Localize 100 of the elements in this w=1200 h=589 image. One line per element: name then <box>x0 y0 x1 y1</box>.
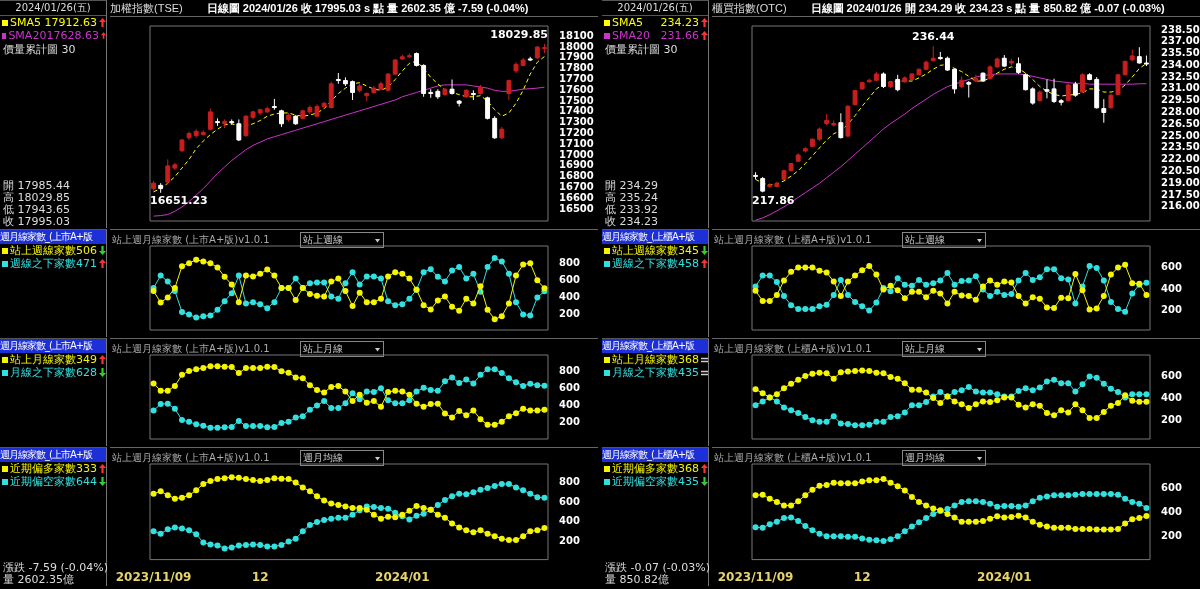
y-tick-label: 17700 <box>559 73 594 85</box>
x-tick-label: 2023/11/09 <box>115 569 192 584</box>
y-tick-label: 17600 <box>559 83 594 95</box>
legend-title: 週月線家數_(上櫃A+版 <box>602 230 708 244</box>
text: 漲跌 -0.07 (-0.03%) <box>604 561 710 574</box>
y-tick-label: 16800 <box>559 170 594 182</box>
annotation: 16651.23 <box>150 194 208 208</box>
text: 價量累計圖 30 <box>2 42 77 57</box>
text: 349 <box>76 353 97 366</box>
x-tick-label: 2024/01 <box>977 569 1032 584</box>
chart-subtitle: 日線圖 2024/01/26 開 234.29 收 234.23 s 點 量 850.82 億 -0.07 (-0.03%) <box>810 2 1165 14</box>
legend-title: 週月線家數_(上市A+版 <box>0 339 106 353</box>
chart-subtitle: 週月均線 <box>302 451 344 465</box>
text: 開 234.29 <box>604 179 659 192</box>
y-tick-label: 16600 <box>559 191 594 203</box>
y-tick-label: 200 <box>559 534 580 546</box>
text: 收 17995.03 <box>2 215 71 228</box>
y-tick-label: 400 <box>1161 282 1182 294</box>
text: 17628.63 <box>46 29 99 42</box>
y-tick-label: 16900 <box>559 159 594 171</box>
text: 漲跌 -7.59 (-0.04%) <box>2 561 108 574</box>
legend-label: 近期偏空家數 <box>10 475 76 488</box>
text: 價量累計圖 30 <box>604 42 679 57</box>
text: 高 18029.85 <box>2 191 71 204</box>
legend-title: 週月線家數_(上市A+版 <box>0 230 106 244</box>
legend-title: 週月線家數_(上櫃A+版 <box>602 339 708 353</box>
y-tick-label: 16700 <box>559 181 594 193</box>
y-tick-label: 219.00 <box>1161 176 1200 188</box>
y-tick-label: 200 <box>559 308 580 320</box>
legend-label: SMA5 <box>612 16 644 29</box>
y-tick-label: 237.00 <box>1161 35 1200 47</box>
chart-title: 站上週月線家數 (上櫃A+版)v1.0.1 <box>714 342 872 356</box>
chart-title: 加權指數(TSE) <box>110 2 183 14</box>
y-tick-label: 216.00 <box>1161 200 1200 212</box>
annotation: 18029.85 <box>490 28 549 42</box>
text: 17912.63 <box>44 16 97 29</box>
text: 量 2602.35億 <box>2 573 74 586</box>
y-tick-label: 400 <box>1161 391 1182 403</box>
chart-subtitle: 站上月線 <box>302 342 344 356</box>
legend-label: SMA5 <box>10 16 42 29</box>
y-tick-label: 200 <box>1161 529 1182 541</box>
text: 234.23 <box>660 16 699 29</box>
y-tick-label: 220.50 <box>1161 165 1200 177</box>
chart-subtitle: 站上月線 <box>904 342 946 356</box>
legend-label: 週線之下家數 <box>10 257 76 270</box>
annotation: 236.44 <box>912 30 955 44</box>
y-tick-label: 231.00 <box>1161 82 1200 94</box>
y-tick-label: 217.50 <box>1161 188 1200 200</box>
chart-title: 站上週月線家數 (上市A+版)v1.0.1 <box>112 233 270 247</box>
y-tick-label: 17800 <box>559 62 594 74</box>
y-tick-label: 400 <box>559 398 580 410</box>
y-tick-label: 17900 <box>559 51 594 63</box>
y-tick-label: 238.50 <box>1161 23 1200 35</box>
text: 低 17943.65 <box>2 203 71 216</box>
chart-subtitle: 週月均線 <box>904 451 946 465</box>
text: 435 <box>678 475 699 488</box>
legend-label: 週線之下家數 <box>612 257 678 270</box>
y-tick-label: 234.00 <box>1161 58 1200 70</box>
text: 458 <box>678 257 699 270</box>
text: 開 17985.44 <box>2 179 71 192</box>
y-tick-label: 17500 <box>559 94 594 106</box>
y-tick-label: 226.50 <box>1161 117 1200 129</box>
x-tick-label: 2023/11/09 <box>717 569 794 584</box>
y-tick-label: 400 <box>559 291 580 303</box>
text: 高 235.24 <box>604 191 659 204</box>
text: 506 <box>76 244 97 257</box>
chart-subtitle: 站上週線 <box>302 233 344 247</box>
y-tick-label: 16500 <box>559 202 594 214</box>
legend-label: 近期偏多家數 <box>612 462 678 475</box>
legend-label: 近期偏多家數 <box>10 462 76 475</box>
chart-title: 櫃買指數(OTC) <box>712 2 787 14</box>
y-tick-label: 17300 <box>559 116 594 128</box>
text: 435 <box>678 366 699 379</box>
y-tick-label: 600 <box>1161 481 1182 493</box>
chart-title: 站上週月線家數 (上櫃A+版)v1.0.1 <box>714 233 872 247</box>
chart-title: 站上週月線家數 (上櫃A+版)v1.0.1 <box>714 451 872 465</box>
y-tick-label: 600 <box>559 381 580 393</box>
legend-label: 站上月線家數 <box>10 353 76 366</box>
legend-label: 月線之下家數 <box>10 366 76 379</box>
y-tick-label: 200 <box>1161 304 1182 316</box>
x-tick-label: 12 <box>853 569 871 584</box>
y-tick-label: 228.00 <box>1161 106 1200 118</box>
legend-label: 月線之下家數 <box>612 366 678 379</box>
chart-subtitle: 日線圖 2024/01/26 收 17995.03 s 點 量 2602.35 億 -7.59 (-0.04%) <box>206 2 529 14</box>
legend-label: 站上週線家數 <box>10 244 76 257</box>
x-tick-label: 2024/01 <box>375 569 430 584</box>
legend-title: 週月線家數_(上櫃A+版 <box>602 448 708 462</box>
annotation: 217.86 <box>752 193 795 207</box>
y-tick-label: 800 <box>559 364 580 376</box>
text: 345 <box>678 244 699 257</box>
y-tick-label: 400 <box>1161 505 1182 517</box>
y-tick-label: 18100 <box>559 29 594 41</box>
y-tick-label: 600 <box>559 273 580 285</box>
y-tick-label: 17000 <box>559 148 594 160</box>
y-tick-label: 18000 <box>559 40 594 52</box>
y-tick-label: 229.50 <box>1161 94 1200 106</box>
chart-title: 站上週月線家數 (上市A+版)v1.0.1 <box>112 451 270 465</box>
y-tick-label: 200 <box>1161 413 1182 425</box>
text: 471 <box>76 257 97 270</box>
text: 628 <box>76 366 97 379</box>
